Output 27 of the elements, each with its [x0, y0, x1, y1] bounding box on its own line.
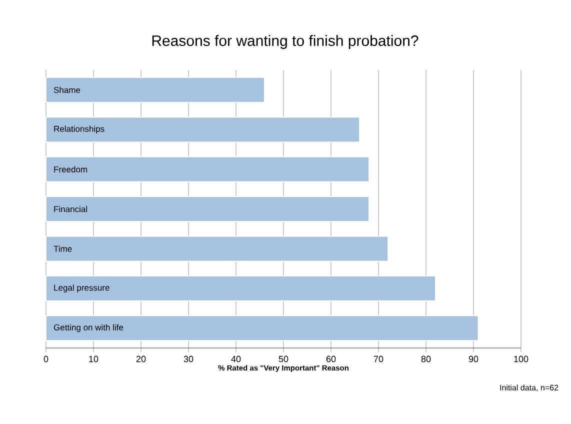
y-tick-label: Getting on with life — [54, 324, 124, 332]
x-tick-label: 60 — [326, 356, 336, 362]
bar — [46, 315, 479, 342]
bar — [46, 236, 388, 262]
chart-title: Reasons for wanting to finish probation? — [152, 35, 418, 49]
y-tick-label: Relationships — [54, 126, 104, 134]
bar — [46, 196, 370, 222]
y-tick-label: Time — [54, 246, 72, 252]
y-tick-label: Financial — [54, 206, 87, 212]
bar — [46, 156, 370, 182]
x-tick-label: 100 — [514, 356, 528, 362]
text: Initial data, n=62 — [500, 384, 558, 392]
y-tick-label: Shame — [54, 86, 80, 93]
x-tick-label: 30 — [184, 356, 194, 362]
y-tick-label: Freedom — [54, 166, 87, 172]
x-tick-label: 80 — [421, 356, 431, 362]
x-tick-label: 50 — [278, 356, 288, 362]
x-tick-label: 10 — [89, 356, 98, 362]
x-tick-label: 70 — [374, 356, 384, 362]
x-tick-label: 20 — [136, 356, 146, 362]
x-tick-label: 90 — [468, 356, 478, 362]
bar — [46, 116, 360, 143]
x-tick-label: 40 — [231, 356, 241, 362]
bar — [46, 76, 265, 103]
x-tick-label: 0 — [44, 356, 48, 362]
y-tick-label: Legal pressure — [54, 284, 110, 292]
bar — [46, 275, 436, 302]
